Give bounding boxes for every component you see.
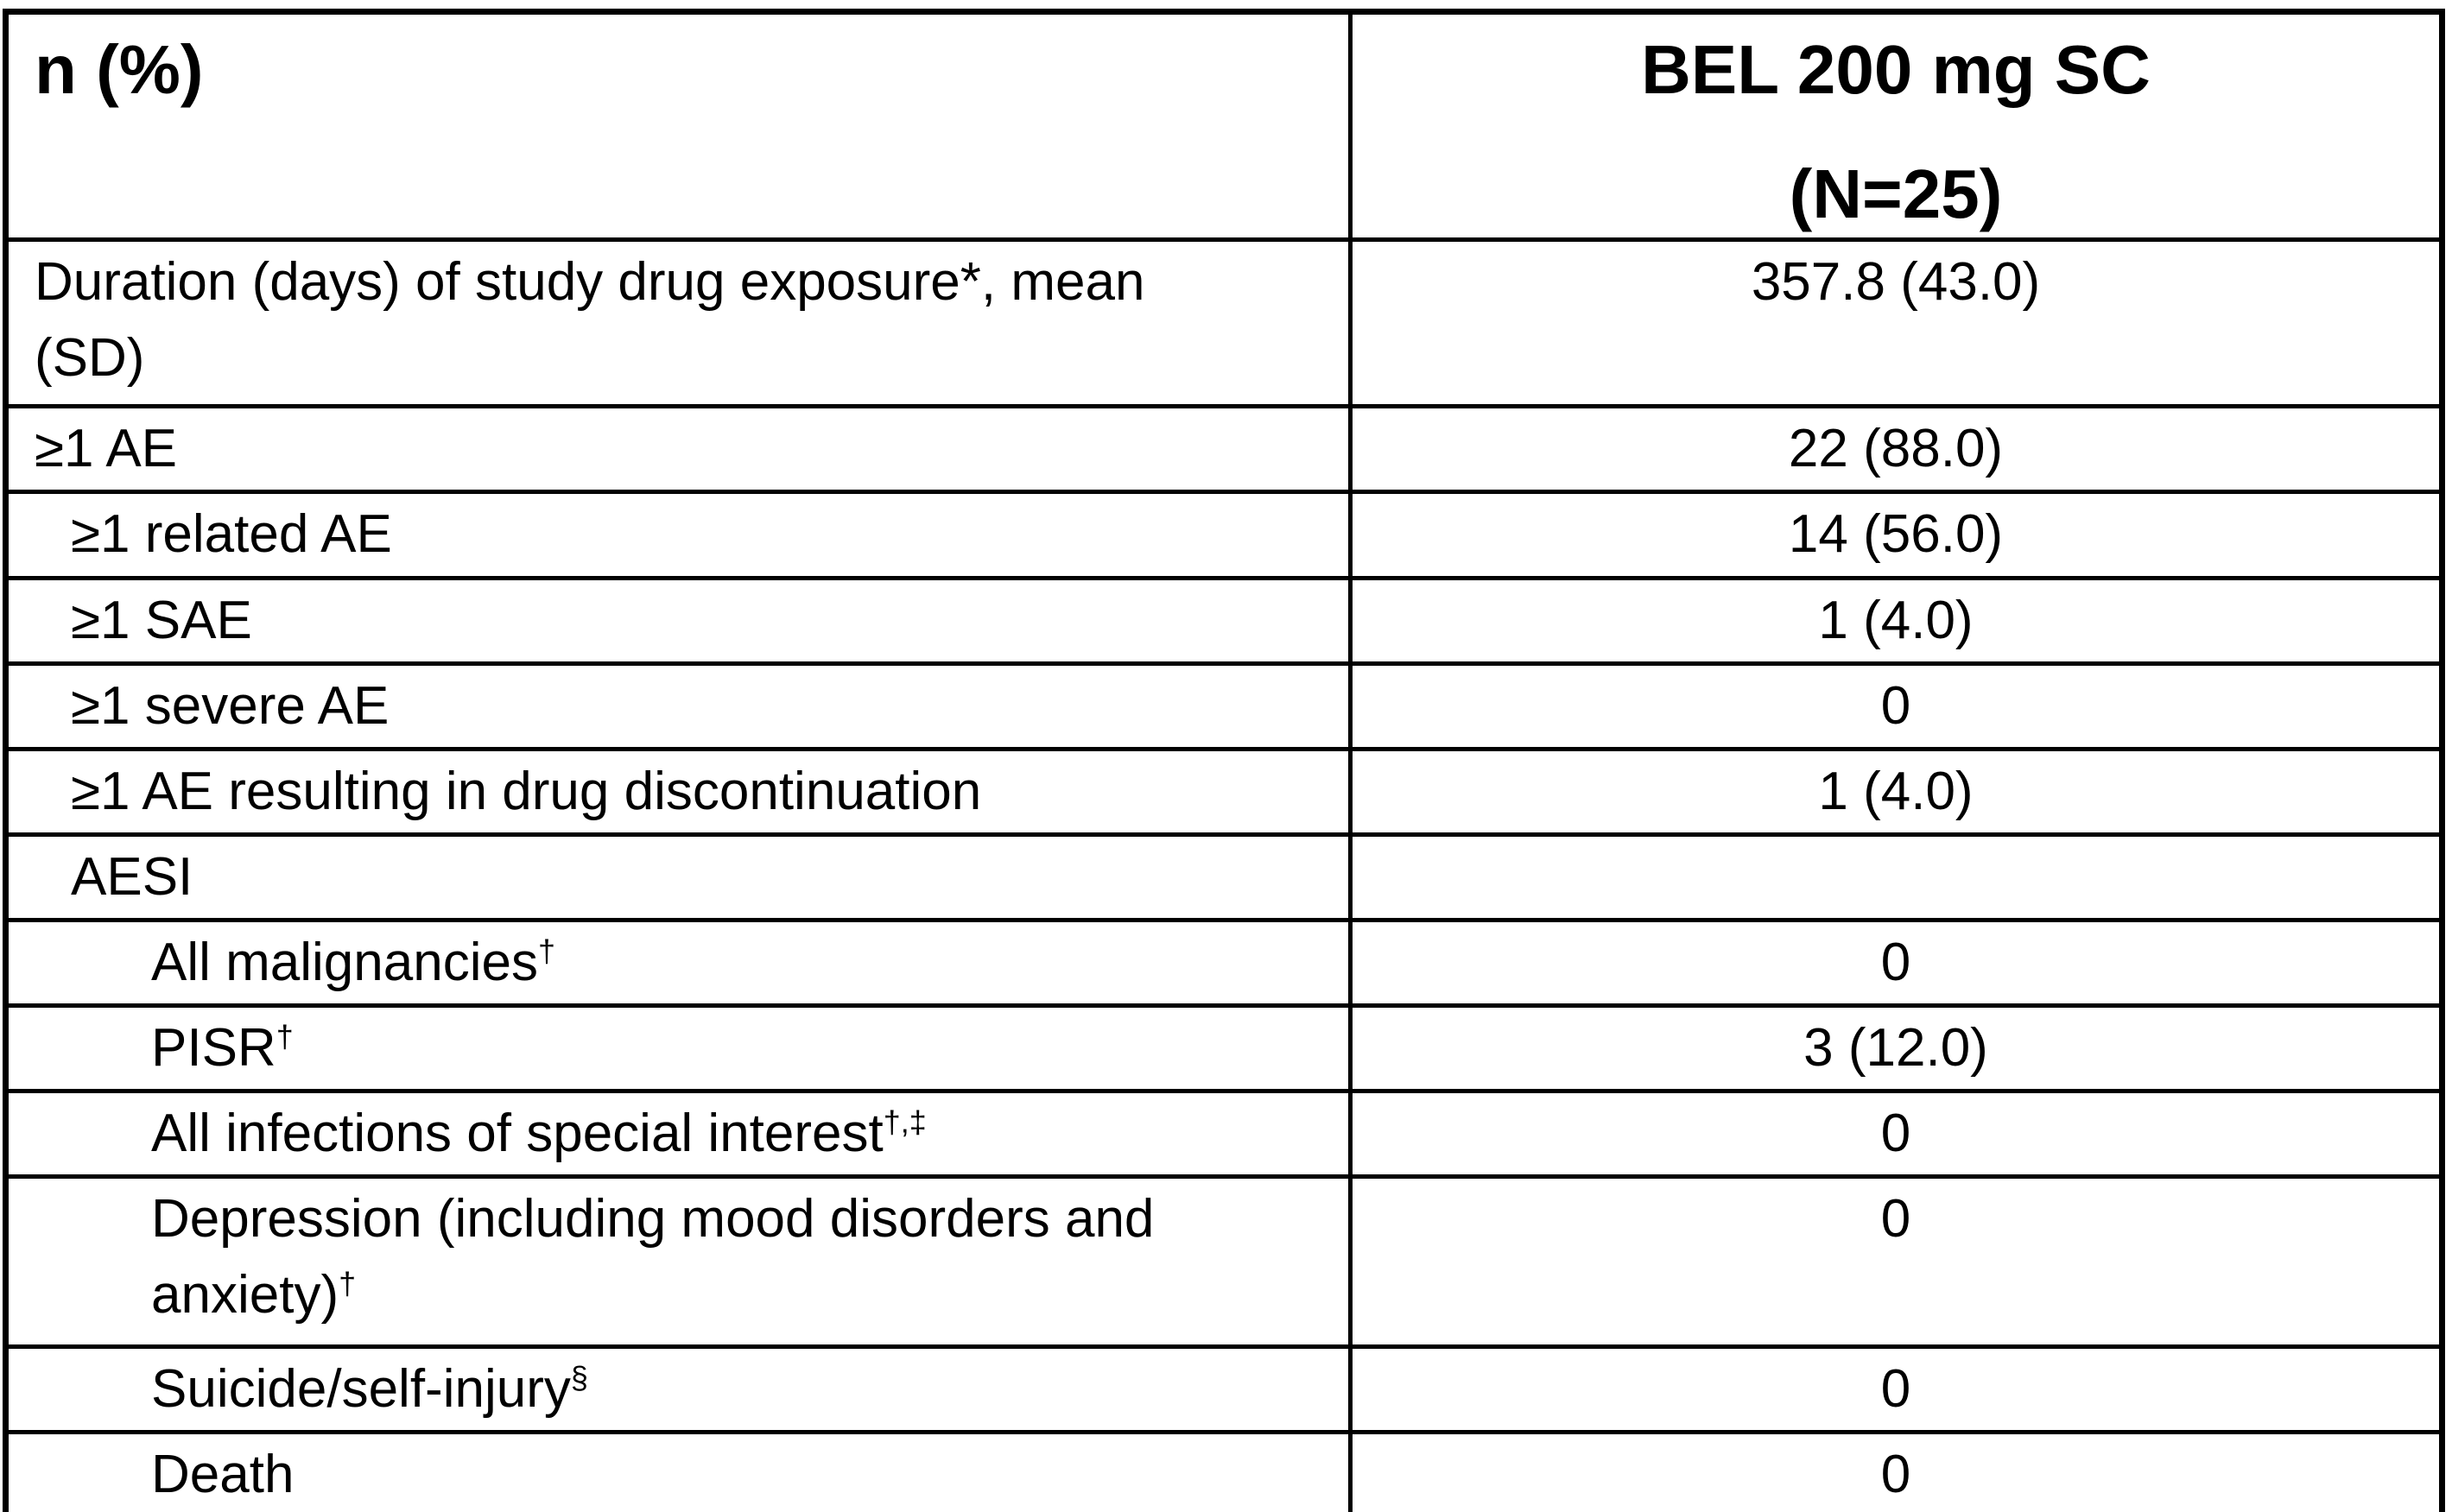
header-n-percent-label: n (%) [35,31,204,108]
row-value-cell: 0 [1348,1344,2444,1434]
row-label-text: Depression (including mood disorders and [151,1189,1155,1249]
table-row: ≥1 AE 22 (88.0) [3,404,2444,494]
row-label-text: ≥1 SAE [71,591,252,650]
row-label-text: ≥1 AE [35,419,178,478]
row-label-line: anxiety)† [151,1257,1331,1333]
table-row: ≥1 severe AE 0 [3,661,2444,751]
footnote-marker: † [339,1265,357,1301]
header-row: n (%) BEL 200 mg SC (N=25) [3,9,2444,242]
row-label-line: ≥1 AE resulting in drug discontinuation [71,754,1331,830]
treatment-name: BEL 200 mg SC [1641,31,2151,108]
row-label-cell: ≥1 AE [3,404,1353,494]
table-row: Suicide/self-injury§ 0 [3,1344,2444,1434]
row-label-text: Death [151,1445,295,1504]
row-label-cell: PISR† [3,1003,1353,1093]
row-value-cell [1348,832,2444,922]
row-label-cell: AESI [3,832,1353,922]
row-label-line: Depression (including mood disorders and [151,1181,1331,1257]
row-label-text: Duration (days) of study drug exposure*,… [35,252,1145,312]
row-value-cell: 22 (88.0) [1348,404,2444,494]
row-value-cell: 0 [1348,661,2444,751]
table-row: Depression (including mood disorders and… [3,1174,2444,1349]
row-label-text: ≥1 AE resulting in drug discontinuation [71,762,982,821]
table-body: Duration (days) of study drug exposure*,… [3,237,2444,1512]
row-label-line: All malignancies† [151,925,1331,1001]
row-value-cell: 357.8 (43.0) [1348,237,2444,408]
table-row: ≥1 related AE 14 (56.0) [3,490,2444,580]
row-label-line: AESI [71,839,1331,915]
row-label-line: Death [151,1437,1331,1512]
table-row: All malignancies† 0 [3,918,2444,1008]
table-row: PISR† 3 (12.0) [3,1003,2444,1093]
row-value-cell: 0 [1348,1430,2444,1512]
row-label-cell: Death [3,1430,1353,1512]
row-label-line: PISR† [151,1010,1331,1086]
row-label-text: PISR [151,1018,276,1078]
row-value-cell: 1 (4.0) [1348,576,2444,666]
footnote-marker: § [570,1359,588,1395]
row-label-text: AESI [71,847,193,907]
row-label-cell: Depression (including mood disorders and… [3,1174,1353,1349]
row-label-line: All infections of special interest†,‡ [151,1096,1331,1172]
row-label-line: ≥1 AE [35,411,1331,487]
row-label-cell: Duration (days) of study drug exposure*,… [3,237,1353,408]
table-row: ≥1 SAE 1 (4.0) [3,576,2444,666]
table-row: Death 0 [3,1430,2444,1512]
row-value-cell: 1 (4.0) [1348,747,2444,837]
row-value-cell: 3 (12.0) [1348,1003,2444,1093]
table-row: ≥1 AE resulting in drug discontinuation 1… [3,747,2444,837]
header-n-percent: n (%) [3,9,1353,242]
row-label-text: All infections of special interest [151,1104,884,1163]
row-label-cell: ≥1 AE resulting in drug discontinuation [3,747,1353,837]
row-label-line: Suicide/self-injury§ [151,1351,1331,1427]
row-label-cell: All malignancies† [3,918,1353,1008]
row-value-cell: 14 (56.0) [1348,490,2444,580]
row-label-cell: ≥1 related AE [3,490,1353,580]
row-label-cell: Suicide/self-injury§ [3,1344,1353,1434]
table-row: All infections of special interest†,‡ 0 [3,1089,2444,1179]
row-label-line: (SD) [35,320,1331,396]
row-value-cell: 0 [1348,918,2444,1008]
footnote-marker: † [538,933,555,969]
row-value-cell: 0 [1348,1089,2444,1179]
treatment-sample-size: (N=25) [1789,155,2003,232]
row-label-text: Suicide/self-injury [151,1359,571,1419]
header-treatment-column: BEL 200 mg SC (N=25) [1348,9,2444,242]
row-label-cell: ≥1 SAE [3,576,1353,666]
row-label-line: ≥1 severe AE [71,668,1331,744]
row-label-cell: ≥1 severe AE [3,661,1353,751]
footnote-marker: † [276,1018,294,1054]
row-value-cell: 0 [1348,1174,2444,1349]
table-row: Duration (days) of study drug exposure*,… [3,237,2444,408]
row-label-text: ≥1 related AE [71,504,392,564]
row-label-cell: All infections of special interest†,‡ [3,1089,1353,1179]
row-label-line: ≥1 SAE [71,583,1331,659]
row-label-line: Duration (days) of study drug exposure*,… [35,244,1331,320]
row-label-text: ≥1 severe AE [71,676,390,736]
table-row: AESI [3,832,2444,922]
footnote-marker: †,‡ [883,1104,927,1140]
row-label-text: (SD) [35,328,145,388]
row-label-text: All malignancies [151,933,538,992]
adverse-events-table: n (%) BEL 200 mg SC (N=25) Duration (day… [3,9,2445,1512]
row-label-text: anxiety) [151,1265,339,1325]
row-label-line: ≥1 related AE [71,497,1331,573]
